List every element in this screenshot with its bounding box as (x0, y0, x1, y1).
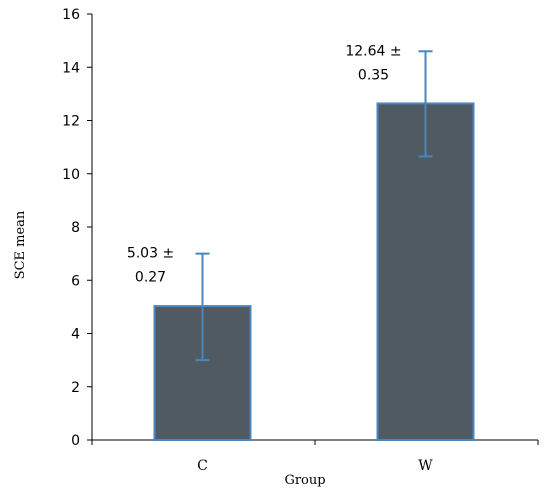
y-tick-label: 6 (71, 273, 80, 289)
data-label-W-line1: 12.64 ± (345, 43, 401, 59)
x-axis-title: Group (284, 473, 325, 488)
y-tick-label: 0 (71, 433, 80, 449)
x-tick-label-C: C (197, 458, 208, 474)
y-tick-label: 14 (62, 60, 80, 76)
bar-W (376, 102, 475, 442)
data-label-W-line2: 0.35 (358, 67, 389, 83)
chart-marks: 0 2 4 6 8 10 12 14 16 5.03 ± 0.27 C 12.64 ± 0.35 W (62, 7, 539, 474)
y-axis-title: SCE mean (13, 210, 28, 279)
data-label-C-line1: 5.03 ± (127, 246, 174, 262)
y-tick-label: 8 (71, 220, 80, 236)
y-tick-label: 12 (62, 114, 80, 130)
y-tick-label: 10 (62, 167, 80, 183)
x-tick-label-W: W (418, 458, 433, 474)
y-tick-label: 16 (62, 7, 80, 23)
data-label-C-line2: 0.27 (135, 270, 166, 286)
y-tick-label: 2 (71, 380, 80, 396)
y-tick-label: 4 (71, 327, 80, 343)
